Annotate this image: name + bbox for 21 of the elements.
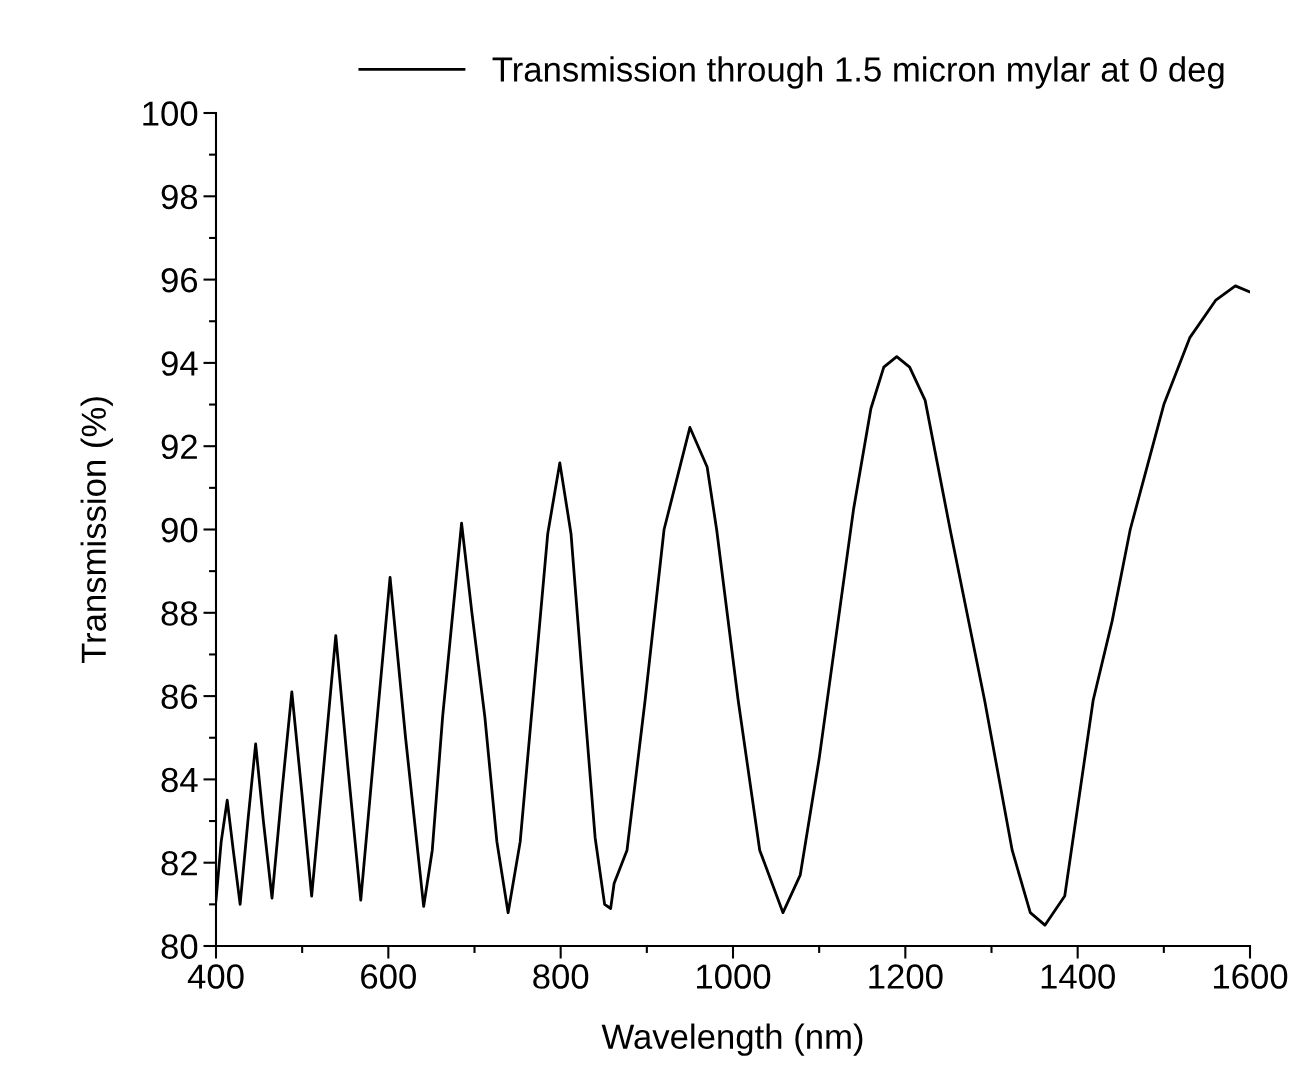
y-tick-label: 92 [161, 434, 197, 460]
x-tick-label: 400 [187, 964, 244, 989]
y-axis-title: Transmission (%) [80, 397, 113, 664]
x-axis-title: Wavelength (nm) [601, 1023, 863, 1056]
x-tick-label: 600 [361, 964, 416, 989]
x-tick-label: 1200 [869, 964, 943, 989]
y-tick-label: 94 [161, 351, 198, 376]
y-tick-label: 90 [161, 517, 198, 543]
legend-label: Transmission through 1.5 micron mylar at 0 deg [492, 56, 1224, 89]
y-tick-label: 82 [161, 851, 197, 876]
y-tick-label: 84 [161, 767, 198, 793]
x-tick-label: 800 [533, 964, 589, 989]
y-tick-label: 100 [143, 101, 198, 126]
y-tick-label: 86 [161, 684, 198, 710]
x-tick-label: 1400 [1041, 964, 1115, 989]
y-tick-label: 96 [161, 267, 198, 293]
y-tick-label: 98 [161, 184, 198, 210]
y-tick-label: 80 [161, 934, 198, 959]
x-tick-label: 1000 [697, 964, 771, 989]
x-tick-label: 1600 [1214, 964, 1288, 989]
y-tick-label: 88 [161, 601, 198, 626]
